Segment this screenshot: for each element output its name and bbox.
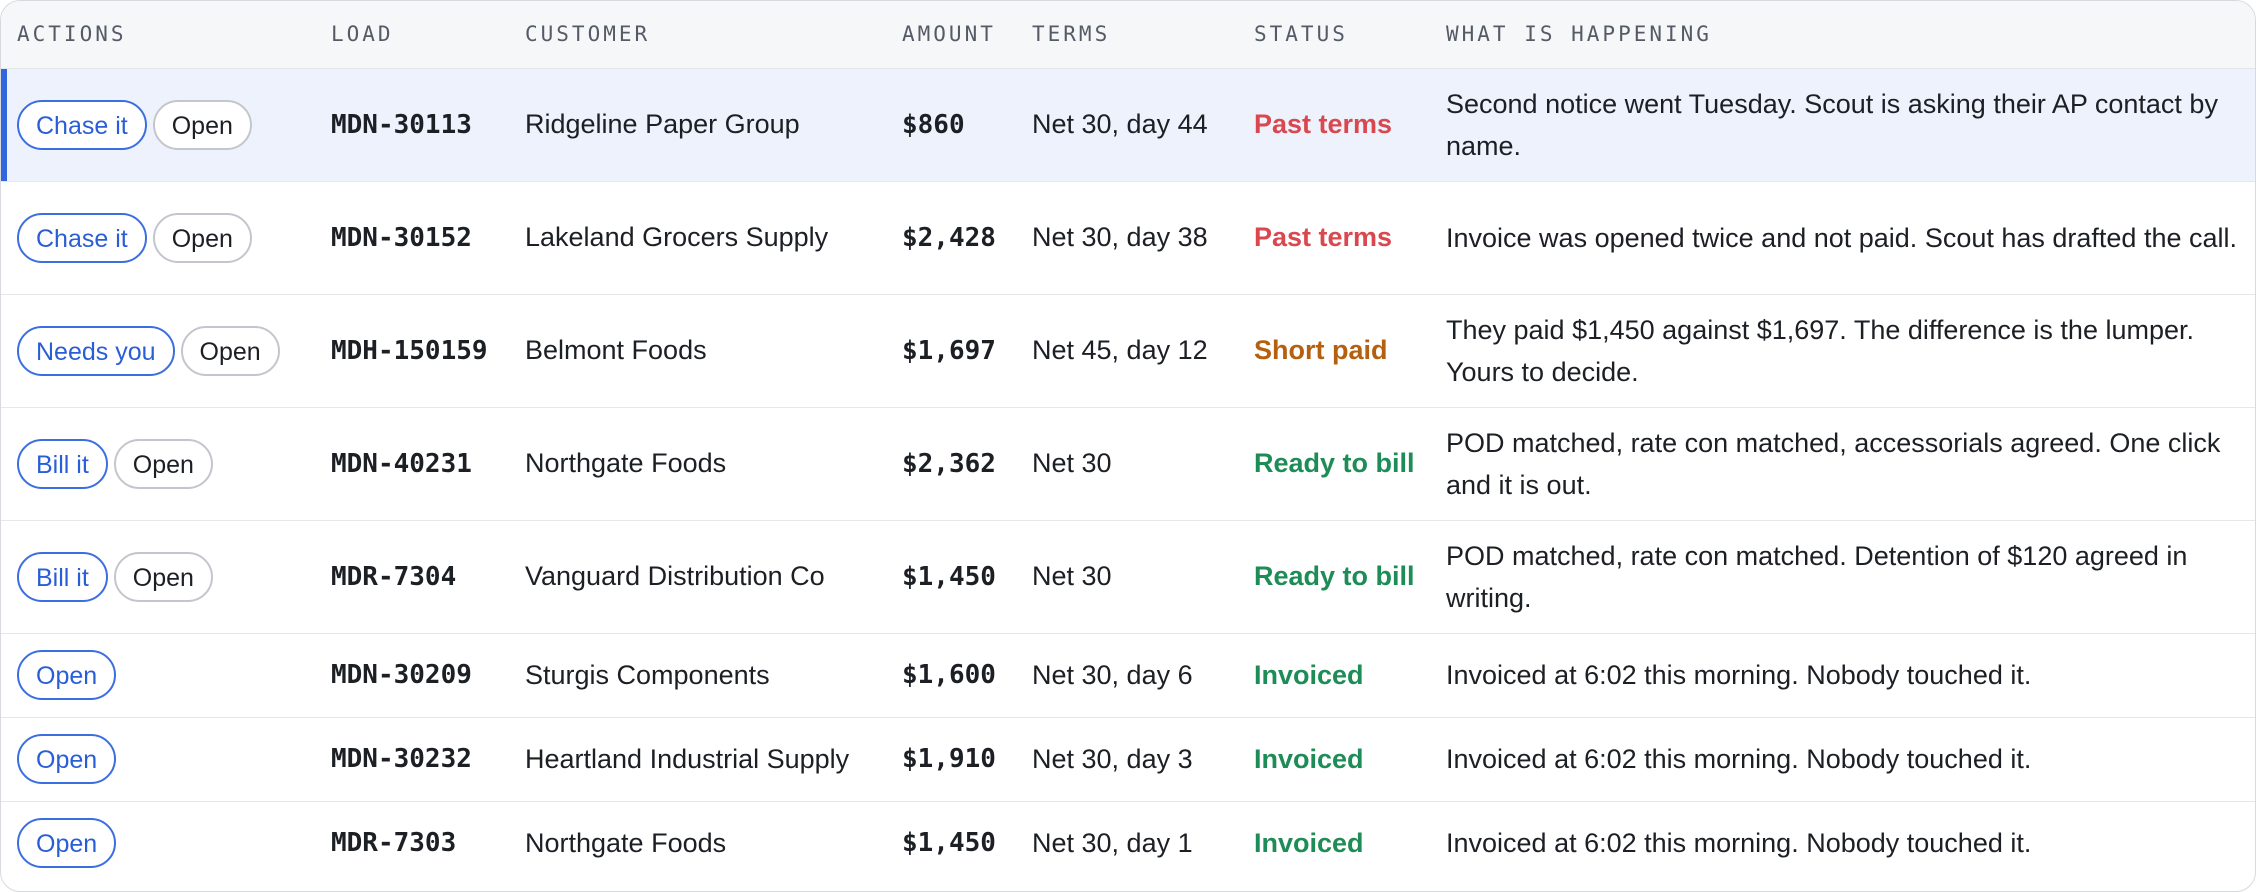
row-actions: Open xyxy=(1,633,315,717)
customer-name: Heartland Industrial Supply xyxy=(509,717,886,801)
what-is-happening: They paid $1,450 against $1,697. The dif… xyxy=(1430,294,2255,407)
status-badge: Short paid xyxy=(1238,294,1430,407)
status-badge: Past terms xyxy=(1238,181,1430,294)
row-actions: Needs you Open xyxy=(1,294,315,407)
load-id: MDR-7303 xyxy=(315,801,509,885)
status-badge: Invoiced xyxy=(1238,801,1430,885)
terms: Net 30, day 6 xyxy=(1016,633,1238,717)
table-row[interactable]: Chase it Open MDN-30152 Lakeland Grocers … xyxy=(1,181,2255,294)
open-button[interactable]: Open xyxy=(114,552,213,602)
what-is-happening: Invoiced at 6:02 this morning. Nobody to… xyxy=(1430,801,2255,885)
chase-it-button[interactable]: Chase it xyxy=(17,100,147,150)
column-header-terms: TERMS xyxy=(1016,1,1238,68)
column-header-customer: CUSTOMER xyxy=(509,1,886,68)
table-row[interactable]: Bill it Open MDN-40231 Northgate Foods $2… xyxy=(1,407,2255,520)
customer-name: Sturgis Components xyxy=(509,633,886,717)
customer-name: Ridgeline Paper Group xyxy=(509,68,886,181)
status-badge: Past terms xyxy=(1238,68,1430,181)
terms: Net 45, day 12 xyxy=(1016,294,1238,407)
customer-name: Northgate Foods xyxy=(509,801,886,885)
terms: Net 30 xyxy=(1016,407,1238,520)
bill-it-button[interactable]: Bill it xyxy=(17,552,108,602)
table-row[interactable]: Chase it Open MDN-30113 Ridgeline Paper G… xyxy=(1,68,2255,181)
terms: Net 30, day 1 xyxy=(1016,801,1238,885)
amount: $1,450 xyxy=(886,520,1016,633)
open-button[interactable]: Open xyxy=(17,734,116,784)
status-badge: Ready to bill xyxy=(1238,520,1430,633)
load-id: MDN-30209 xyxy=(315,633,509,717)
chase-it-button[interactable]: Chase it xyxy=(17,213,147,263)
row-actions: Open xyxy=(1,801,315,885)
amount: $2,362 xyxy=(886,407,1016,520)
open-button[interactable]: Open xyxy=(153,213,252,263)
status-badge: Invoiced xyxy=(1238,717,1430,801)
column-header-status: STATUS xyxy=(1238,1,1430,68)
table-row[interactable]: Open MDN-30209 Sturgis Components $1,600… xyxy=(1,633,2255,717)
load-id: MDN-40231 xyxy=(315,407,509,520)
column-header-what: WHAT IS HAPPENING xyxy=(1430,1,2255,68)
amount: $1,910 xyxy=(886,717,1016,801)
load-id: MDN-30232 xyxy=(315,717,509,801)
row-actions: Bill it Open xyxy=(1,520,315,633)
table-header-row: ACTIONS LOAD CUSTOMER AMOUNT TERMS STATU… xyxy=(1,1,2255,68)
terms: Net 30, day 3 xyxy=(1016,717,1238,801)
customer-name: Northgate Foods xyxy=(509,407,886,520)
table-row[interactable]: Open MDN-30232 Heartland Industrial Supp… xyxy=(1,717,2255,801)
what-is-happening: Invoiced at 6:02 this morning. Nobody to… xyxy=(1430,717,2255,801)
column-header-load: LOAD xyxy=(315,1,509,68)
terms: Net 30, day 38 xyxy=(1016,181,1238,294)
amount: $860 xyxy=(886,68,1016,181)
terms: Net 30, day 44 xyxy=(1016,68,1238,181)
what-is-happening: POD matched, rate con matched, accessori… xyxy=(1430,407,2255,520)
column-header-amount: AMOUNT xyxy=(886,1,1016,68)
what-is-happening: POD matched, rate con matched. Detention… xyxy=(1430,520,2255,633)
what-is-happening: Invoiced at 6:02 this morning. Nobody to… xyxy=(1430,633,2255,717)
amount: $1,600 xyxy=(886,633,1016,717)
column-header-actions: ACTIONS xyxy=(1,1,315,68)
row-actions: Chase it Open xyxy=(1,181,315,294)
amount: $1,450 xyxy=(886,801,1016,885)
open-button[interactable]: Open xyxy=(17,818,116,868)
row-actions: Bill it Open xyxy=(1,407,315,520)
what-is-happening: Invoice was opened twice and not paid. S… xyxy=(1430,181,2255,294)
load-id: MDH-150159 xyxy=(315,294,509,407)
table-row[interactable]: Bill it Open MDR-7304 Vanguard Distributi… xyxy=(1,520,2255,633)
terms: Net 30 xyxy=(1016,520,1238,633)
status-badge: Ready to bill xyxy=(1238,407,1430,520)
customer-name: Vanguard Distribution Co xyxy=(509,520,886,633)
bill-it-button[interactable]: Bill it xyxy=(17,439,108,489)
what-is-happening: Second notice went Tuesday. Scout is ask… xyxy=(1430,68,2255,181)
open-button[interactable]: Open xyxy=(153,100,252,150)
customer-name: Belmont Foods xyxy=(509,294,886,407)
open-button[interactable]: Open xyxy=(114,439,213,489)
table-row[interactable]: Open MDR-7303 Northgate Foods $1,450 Net… xyxy=(1,801,2255,885)
row-actions: Open xyxy=(1,717,315,801)
load-id: MDR-7304 xyxy=(315,520,509,633)
amount: $2,428 xyxy=(886,181,1016,294)
table-row[interactable]: Needs you Open MDH-150159 Belmont Foods $… xyxy=(1,294,2255,407)
amount: $1,697 xyxy=(886,294,1016,407)
status-badge: Invoiced xyxy=(1238,633,1430,717)
load-id: MDN-30152 xyxy=(315,181,509,294)
customer-name: Lakeland Grocers Supply xyxy=(509,181,886,294)
open-button[interactable]: Open xyxy=(181,326,280,376)
row-actions: Chase it Open xyxy=(1,68,315,181)
open-button[interactable]: Open xyxy=(17,650,116,700)
load-id: MDN-30113 xyxy=(315,68,509,181)
needs-you-button[interactable]: Needs you xyxy=(17,326,175,376)
